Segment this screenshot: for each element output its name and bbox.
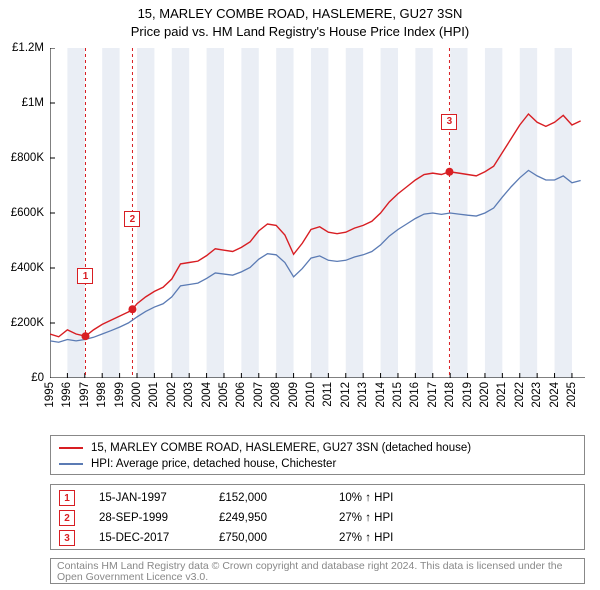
sale-row-date: 15-JAN-1997 [99, 492, 219, 504]
x-tick-label: 2008 [270, 382, 282, 408]
x-tick-label: 2022 [514, 382, 526, 408]
x-tick-label: 2001 [148, 382, 160, 408]
x-tick-label: 2023 [531, 382, 543, 408]
sale-marker-2: 2 [124, 211, 140, 227]
x-tick-label: 1997 [79, 382, 91, 408]
x-tick-label: 2011 [322, 382, 334, 407]
x-tick-label: 2025 [566, 382, 578, 408]
x-tick-label: 2010 [305, 382, 317, 408]
attribution-box: Contains HM Land Registry data © Crown c… [50, 558, 585, 584]
sale-row-pct: 27% ↑ HPI [339, 512, 459, 524]
x-tick-label: 2002 [166, 382, 178, 408]
legend-box: 15, MARLEY COMBE ROAD, HASLEMERE, GU27 3… [50, 435, 585, 475]
x-tick-label: 2000 [131, 382, 143, 408]
legend-label-property: 15, MARLEY COMBE ROAD, HASLEMERE, GU27 3… [91, 442, 471, 454]
x-axis-labels: 1995199619971998199920002001200220032004… [50, 382, 585, 442]
y-tick-label: £800K [0, 152, 44, 164]
legend-row-hpi: HPI: Average price, detached house, Chic… [59, 456, 576, 472]
x-tick-label: 2005 [218, 382, 230, 408]
x-tick-label: 2019 [462, 382, 474, 408]
sale-marker-3: 3 [441, 114, 457, 130]
sale-row-date: 15-DEC-2017 [99, 532, 219, 544]
x-tick-label: 1996 [61, 382, 73, 408]
x-tick-label: 2021 [496, 382, 508, 408]
sale-row-marker: 1 [59, 490, 75, 506]
x-tick-label: 2003 [183, 382, 195, 408]
legend-label-hpi: HPI: Average price, detached house, Chic… [91, 458, 336, 470]
x-tick-label: 2018 [444, 382, 456, 408]
x-tick-label: 2013 [357, 382, 369, 408]
y-tick-label: £400K [0, 262, 44, 274]
sale-row: 2 28-SEP-1999£249,95027% ↑ HPI [59, 509, 459, 527]
y-tick-label: £600K [0, 207, 44, 219]
attribution-text: Contains HM Land Registry data © Crown c… [57, 560, 562, 583]
x-tick-label: 2020 [479, 382, 491, 408]
sale-row: 3 15-DEC-2017£750,00027% ↑ HPI [59, 529, 459, 547]
legend-swatch-hpi [59, 463, 83, 465]
x-tick-label: 2016 [409, 382, 421, 408]
x-tick-label: 2024 [549, 382, 561, 408]
x-tick-label: 2007 [253, 382, 265, 408]
x-tick-label: 2014 [375, 382, 387, 408]
x-tick-label: 1999 [114, 382, 126, 408]
x-tick-label: 2006 [235, 382, 247, 408]
sale-row-marker: 2 [59, 510, 75, 526]
x-tick-label: 1998 [96, 382, 108, 408]
y-tick-label: £0 [0, 372, 44, 384]
sale-row-price: £249,950 [219, 512, 339, 524]
x-tick-label: 2017 [427, 382, 439, 408]
x-tick-label: 2012 [340, 382, 352, 408]
sale-row: 1 15-JAN-1997£152,00010% ↑ HPI [59, 489, 459, 507]
sale-row-marker: 3 [59, 530, 75, 546]
y-axis-labels: £0£200K£400K£600K£800K£1M£1.2M [0, 48, 44, 378]
sales-box: 1 15-JAN-1997£152,00010% ↑ HPI 2 28-SEP-199… [50, 484, 585, 550]
sale-row-pct: 27% ↑ HPI [339, 532, 459, 544]
chart-title-subtitle: Price paid vs. HM Land Registry's House … [0, 24, 600, 39]
sale-row-pct: 10% ↑ HPI [339, 492, 459, 504]
x-tick-label: 2009 [288, 382, 300, 408]
x-tick-label: 2015 [392, 382, 404, 408]
y-tick-label: £1.2M [0, 42, 44, 54]
chart-title-address: 15, MARLEY COMBE ROAD, HASLEMERE, GU27 3… [0, 6, 600, 21]
sale-row-date: 28-SEP-1999 [99, 512, 219, 524]
sale-marker-1: 1 [77, 268, 93, 284]
legend-row-property: 15, MARLEY COMBE ROAD, HASLEMERE, GU27 3… [59, 440, 576, 456]
legend-swatch-property [59, 447, 83, 449]
y-tick-label: £200K [0, 317, 44, 329]
sale-row-price: £750,000 [219, 532, 339, 544]
x-tick-label: 2004 [201, 382, 213, 408]
y-tick-label: £1M [0, 97, 44, 109]
sale-row-price: £152,000 [219, 492, 339, 504]
x-tick-label: 1995 [44, 382, 56, 408]
